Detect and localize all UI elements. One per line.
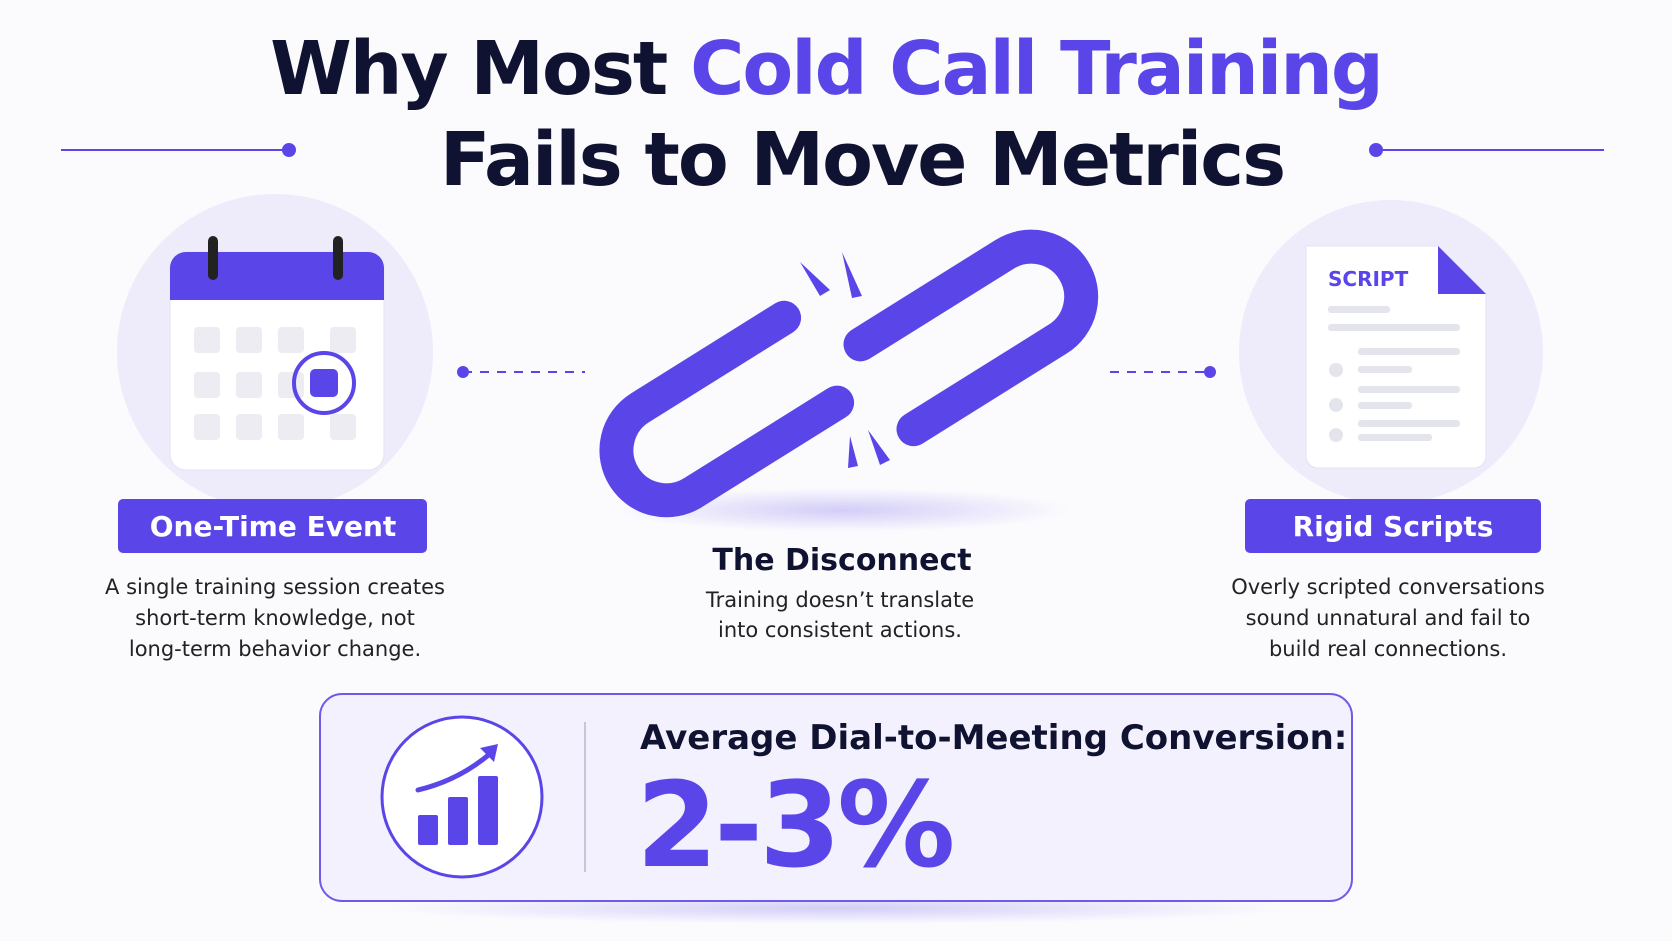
connectors [457, 366, 1216, 378]
title-rules [61, 143, 1604, 157]
title-line-1: Why Most Cold Call Training [270, 26, 1382, 112]
title-highlight: Cold Call Training [690, 26, 1382, 112]
center-heading: The Disconnect [712, 543, 971, 578]
card-text: long-term behavior change. [129, 637, 421, 661]
card-text: sound unnatural and fail to [1246, 606, 1531, 630]
card-text: Overly scripted conversations [1231, 575, 1545, 599]
label-box [1245, 499, 1541, 553]
card-text: build real connections. [1269, 637, 1507, 661]
title-plain: Why Most [270, 26, 690, 112]
card-text: A single training session creates [105, 575, 445, 599]
stat-label: Average Dial-to-Meeting Conversion: [640, 718, 1347, 758]
card-text: short-term knowledge, not [135, 606, 415, 630]
stat-box [319, 693, 1353, 924]
title-line-2: Fails to Move Metrics [440, 117, 1284, 203]
card-label: One-Time Event [150, 510, 397, 543]
center-text: into consistent actions. [718, 618, 962, 642]
calendar-icon [117, 194, 433, 510]
card-label: Rigid Scripts [1293, 510, 1494, 543]
doc-label: SCRIPT [1328, 267, 1409, 291]
broken-chain [599, 229, 1099, 532]
script-icon: SCRIPT [1239, 200, 1543, 504]
label-box [118, 499, 427, 553]
center-text: Training doesn’t translate [705, 588, 974, 612]
stat-value: 2-3% [636, 756, 952, 894]
